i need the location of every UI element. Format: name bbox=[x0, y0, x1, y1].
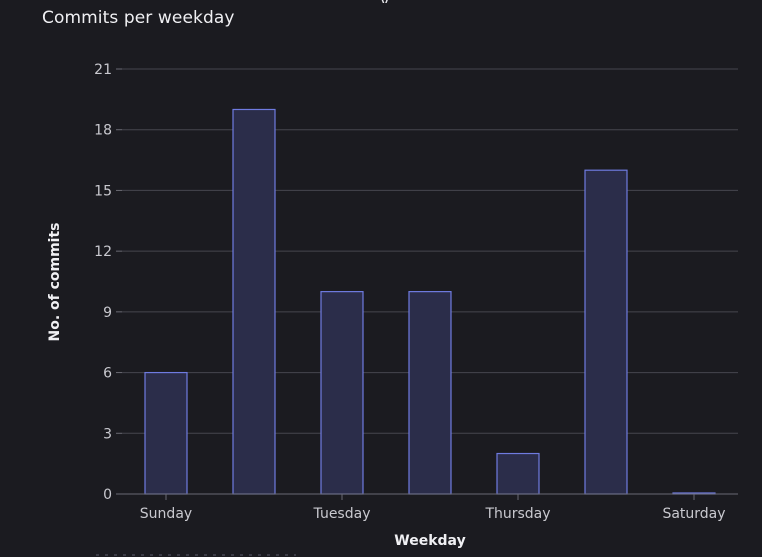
y-tick-label: 15 bbox=[94, 183, 112, 199]
chart-title: Commits per weekday bbox=[42, 8, 235, 28]
bar-tuesday bbox=[320, 291, 364, 495]
y-tick-label: 0 bbox=[103, 487, 112, 503]
x-tick-label: Saturday bbox=[662, 506, 725, 522]
y-tick-label: 18 bbox=[94, 123, 112, 139]
y-tick-label: 3 bbox=[103, 426, 112, 442]
bars bbox=[144, 108, 716, 495]
axes: 0 3 6 9 12 15 18 21 Sunday Tuesday Thursday Saturda… bbox=[94, 62, 738, 522]
x-axis-title: Weekday bbox=[394, 533, 465, 549]
x-tick-label: Sunday bbox=[140, 506, 192, 522]
y-tick-label: 6 bbox=[103, 366, 112, 382]
y-tick-label: 9 bbox=[103, 305, 112, 321]
x-tick-label: Thursday bbox=[484, 506, 550, 522]
y-tick-label: 12 bbox=[94, 244, 112, 260]
y-axis-title: No. of commits bbox=[47, 222, 63, 341]
bar-monday bbox=[232, 108, 276, 495]
bar-sunday bbox=[144, 371, 188, 495]
y-tick-label: 21 bbox=[94, 62, 112, 78]
clipped-heading-fragment: y bbox=[380, 0, 410, 3]
clipped-footer-fragment bbox=[96, 550, 296, 557]
x-tick-label: Tuesday bbox=[313, 506, 371, 522]
bar-wednesday bbox=[408, 291, 452, 495]
bar-thursday bbox=[496, 452, 540, 495]
bar-friday bbox=[584, 169, 628, 495]
